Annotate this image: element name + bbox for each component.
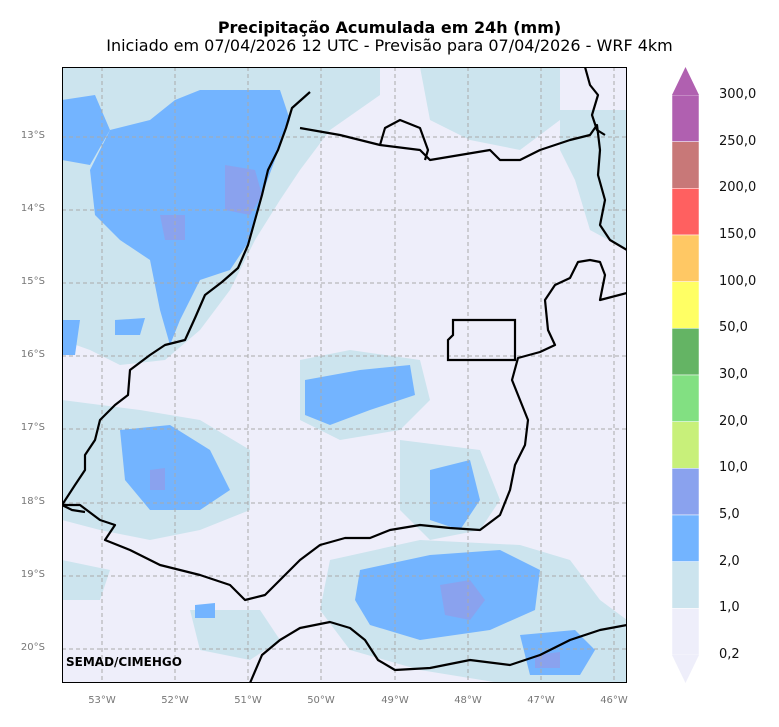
- credit-label: SEMAD/CIMEHGO: [66, 655, 182, 669]
- colorbar-label: 0,2: [719, 647, 740, 662]
- colorbar-segment: [671, 94, 700, 142]
- lat-label: 14°S: [20, 203, 45, 214]
- colorbar-segment: [671, 468, 700, 516]
- colorbar-label: 1,0: [719, 600, 740, 616]
- lon-label: 46°W: [600, 695, 628, 706]
- lat-label: 19°S: [20, 569, 45, 580]
- lon-label: 51°W: [234, 695, 262, 706]
- colorbar-label: 30,0: [719, 367, 748, 382]
- colorbar-label: 20,0: [719, 413, 748, 429]
- river-northeast: [583, 67, 606, 136]
- southern-river: [248, 620, 627, 683]
- colorbar-label: 10,0: [719, 460, 748, 476]
- lat-label: 15°S: [20, 276, 45, 287]
- lon-label: 52°W: [161, 695, 189, 706]
- distrito-federal-boundary: [446, 318, 517, 362]
- western-border: [62, 504, 86, 514]
- state-boundary: [62, 91, 627, 602]
- colorbar: [671, 67, 700, 683]
- lon-label: 48°W: [454, 695, 482, 706]
- lon-label: 47°W: [527, 695, 555, 706]
- colorbar-extend-bottom: [672, 655, 699, 683]
- colorbar-segment: [671, 281, 700, 329]
- colorbar-label: 150,0: [719, 227, 757, 242]
- colorbar-segment: [671, 141, 700, 189]
- colorbar-segment: [671, 234, 700, 282]
- lat-label: 13°S: [20, 130, 45, 141]
- colorbar-label: 300,0: [719, 87, 757, 102]
- lat-label: 16°S: [20, 349, 45, 360]
- colorbar-label: 200,0: [719, 180, 757, 196]
- colorbar-extend-top: [672, 67, 699, 95]
- lon-label: 53°W: [88, 695, 116, 706]
- lon-label: 49°W: [381, 695, 409, 706]
- precip-area-blue: [62, 90, 595, 675]
- colorbar-segment: [671, 188, 700, 236]
- lat-label: 18°S: [20, 496, 45, 507]
- colorbar-label: 100,0: [719, 273, 757, 289]
- map-subtitle: Iniciado em 07/04/2026 12 UTC - Previsão…: [106, 36, 673, 55]
- colorbar-segment: [671, 561, 700, 609]
- lat-label: 17°S: [20, 422, 45, 433]
- river-north: [378, 118, 430, 161]
- lat-label: 20°S: [20, 642, 45, 653]
- northern-boundary: [299, 123, 627, 251]
- colorbar-label: 50,0: [719, 320, 748, 336]
- colorbar-label: 5,0: [719, 507, 740, 522]
- colorbar-segment: [671, 608, 700, 656]
- colorbar-segment: [671, 374, 700, 422]
- lon-label: 50°W: [307, 695, 335, 706]
- colorbar-label: 250,0: [719, 133, 757, 149]
- colorbar-segment: [671, 328, 700, 376]
- colorbar-segment: [671, 421, 700, 469]
- precip-area-dark: [150, 165, 560, 668]
- colorbar-label: 2,0: [719, 553, 740, 569]
- map-title: Precipitação Acumulada em 24h (mm): [217, 18, 562, 37]
- colorbar-segment: [671, 514, 700, 562]
